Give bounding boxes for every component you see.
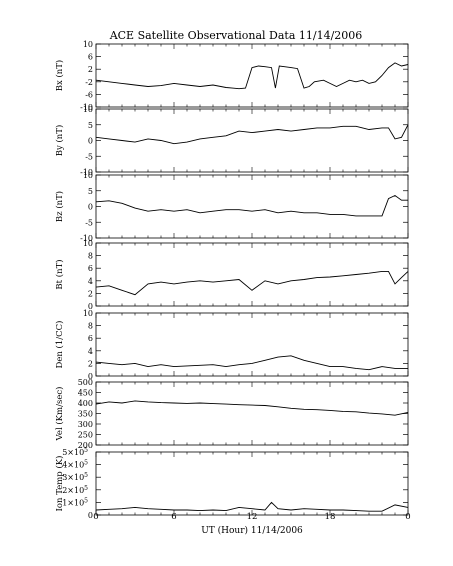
y-axis-label: Bt (nT): [54, 259, 65, 289]
y-tick-label: 450: [78, 389, 93, 398]
y-tick-label: 2: [88, 65, 93, 74]
y-tick-label: 0: [88, 302, 93, 311]
y-tick-label: -6: [85, 90, 93, 99]
chart-title: ACE Satellite Observational Data 11/14/2…: [109, 29, 363, 42]
y-tick-label: 300: [78, 420, 93, 429]
y-tick-label: 6: [88, 264, 93, 273]
panel-frame: [95, 43, 409, 108]
y-axis-label: By (nT): [54, 125, 65, 157]
y-tick-label: 2: [88, 359, 93, 368]
y-tick-exponent: 5: [84, 497, 88, 504]
series-line: [95, 355, 408, 371]
y-axis-label: Ion Temp (K): [54, 456, 65, 512]
series-line: [95, 501, 409, 512]
y-tick-label: 6: [88, 53, 93, 62]
y-tick-label: 6: [88, 334, 93, 343]
series-line: [95, 194, 408, 217]
y-tick-label: 0: [88, 137, 93, 146]
y-tick-label: -5: [85, 152, 93, 161]
y-tick-label: 8: [88, 252, 93, 261]
y-tick-exponent: 5: [84, 460, 88, 467]
panel-frame: [95, 381, 409, 446]
y-tick-label: 200: [78, 441, 93, 450]
y-tick-label: 10: [83, 239, 93, 248]
panel-1: 10 6 2 -2 -6 -10 Bx (nT): [54, 40, 409, 112]
y-tick-label: -10: [80, 103, 93, 112]
y-tick-label: 1×105: [62, 497, 88, 507]
panel-4: 10 8 6 4 2 0 Bt (nT): [54, 239, 409, 311]
y-tick-exponent: 5: [84, 472, 88, 479]
y-tick-label: 10: [83, 309, 93, 318]
y-tick-label: 5: [88, 121, 93, 130]
y-tick-label: 0: [88, 511, 93, 520]
y-axis-label: Bz (nT): [54, 191, 65, 222]
x-tick-label: 6: [171, 512, 176, 522]
y-axis-label: Vel (Km/sec): [54, 387, 65, 442]
y-tick-label: 2: [88, 289, 93, 298]
y-axis-label: Den (1/CC): [54, 321, 65, 369]
y-tick-label: 500: [78, 378, 93, 387]
y-tick-label: 0: [88, 203, 93, 212]
y-axis-label: Bx (nT): [54, 60, 65, 92]
y-tick-label: 4: [88, 347, 93, 356]
y-tick-label: 350: [78, 410, 93, 419]
panel-frame: [95, 451, 409, 516]
y-tick-label: -2: [85, 78, 93, 87]
series-line: [95, 124, 409, 145]
panel-frame: [95, 242, 409, 307]
y-tick-exponent: 5: [84, 447, 88, 454]
y-tick-exponent: 5: [84, 485, 88, 492]
y-tick-label: 3×105: [62, 472, 88, 482]
y-tick-label: 10: [83, 171, 93, 180]
panel-5: 10 8 6 4 2 0 Den (1/CC): [54, 309, 409, 381]
y-tick-label: 0: [88, 372, 93, 381]
y-tick-label: 4×105: [62, 460, 88, 470]
series-line: [95, 270, 409, 296]
y-tick-label: 10: [83, 40, 93, 49]
y-tick-label: 4: [88, 277, 93, 286]
series-line: [95, 62, 409, 90]
series-line: [95, 400, 409, 416]
x-tick-label: 12: [247, 512, 258, 522]
y-tick-label: 2×105: [62, 485, 88, 495]
y-tick-label: 250: [78, 431, 93, 440]
y-tick-label: 400: [78, 399, 93, 408]
panel-2: 10 5 0 -5 -10 By (nT): [54, 105, 409, 177]
x-axis: 0 6 12 18 0: [93, 512, 410, 522]
y-tick-label: 8: [88, 322, 93, 331]
x-axis-label: UT (Hour) 11/14/2006: [201, 525, 303, 536]
y-tick-label: 5×105: [62, 447, 88, 457]
y-tick-label: -10: [80, 234, 93, 243]
panel-3: 10 5 0 -5 -10 Bz (nT): [54, 171, 409, 243]
x-tick-label: 0: [93, 512, 98, 522]
y-tick-label: 10: [83, 105, 93, 114]
y-tick-label: -5: [85, 218, 93, 227]
panel-frame: [95, 174, 409, 239]
y-tick-label: -10: [80, 168, 93, 177]
y-tick-label: 5: [88, 187, 93, 196]
x-tick-label: 18: [325, 512, 336, 522]
panel-frame: [95, 312, 409, 377]
x-tick-label: 0: [405, 512, 410, 522]
